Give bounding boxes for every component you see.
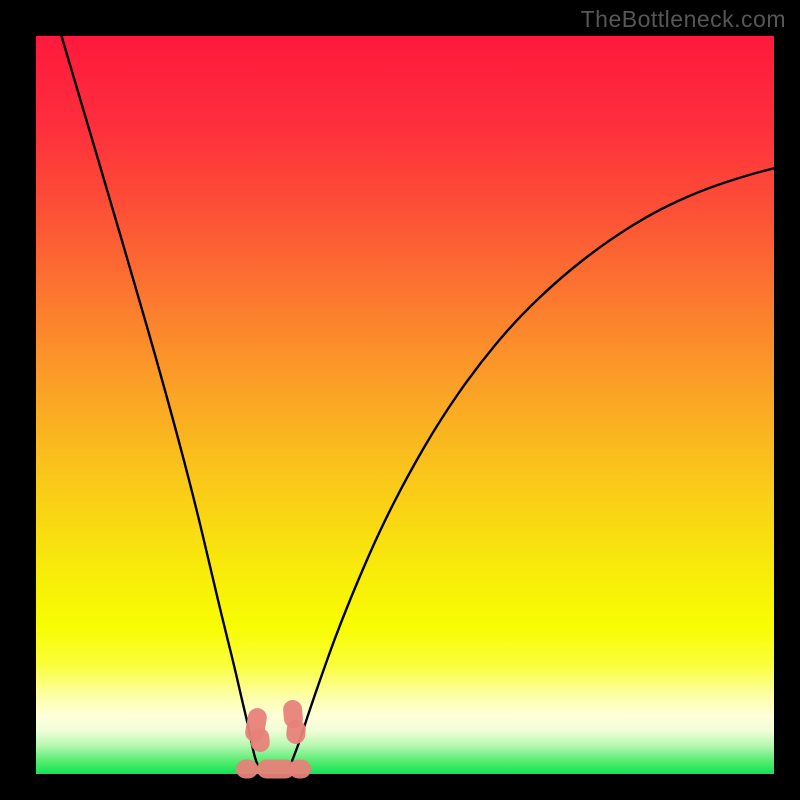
bottleneck-curve-chart [0, 0, 800, 800]
plot-area [35, 35, 775, 775]
chart-frame: TheBottleneck.com [0, 0, 800, 800]
marker-6 [289, 760, 311, 779]
watermark-text: TheBottleneck.com [581, 6, 786, 33]
marker-4 [236, 760, 258, 779]
